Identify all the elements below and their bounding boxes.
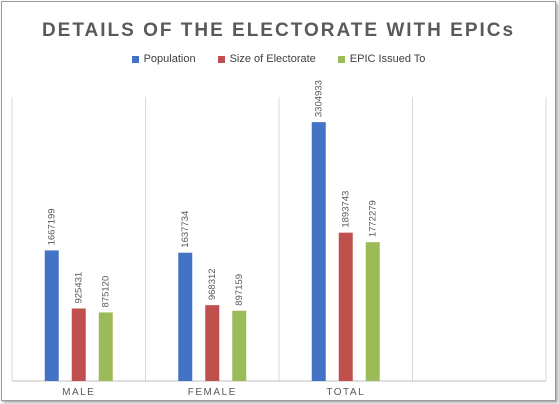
category-label-total: TOTAL xyxy=(326,387,365,398)
legend-item-population: Population xyxy=(131,53,196,65)
bar-epic-issued-to-male xyxy=(98,312,113,381)
data-label-population-male: 1667199 xyxy=(46,208,57,245)
legend-item-size-of-electorate: Size of Electorate xyxy=(217,53,316,65)
bar-population-female xyxy=(178,252,193,381)
legend: Population Size of Electorate EPIC Issue… xyxy=(2,53,555,65)
legend-swatch-size-of-electorate xyxy=(217,55,225,63)
bar-population-total xyxy=(311,122,326,381)
plot-area: 1667199 925431 875120 MALE 1637734 968312 8971… xyxy=(11,80,547,398)
data-label-population-female: 1637734 xyxy=(180,211,191,248)
data-label-size-of-electorate-total: 1893743 xyxy=(340,191,351,228)
bar-population-male xyxy=(44,250,59,381)
bar-size-of-electorate-male xyxy=(71,308,86,381)
legend-label-population: Population xyxy=(143,53,196,65)
category-label-male: MALE xyxy=(62,387,95,398)
chart-title: DETAILS OF THE ELECTORATE WITH EPICs xyxy=(41,20,516,41)
data-label-epic-issued-to-total: 1772279 xyxy=(367,200,378,237)
data-label-size-of-electorate-female: 968312 xyxy=(207,268,218,300)
legend-label-size-of-electorate: Size of Electorate xyxy=(229,53,316,65)
data-label-epic-issued-to-male: 875120 xyxy=(100,276,111,308)
legend-swatch-epic-issued-to xyxy=(337,55,345,63)
legend-label-epic-issued-to: EPIC Issued To xyxy=(349,53,426,65)
bar-epic-issued-to-total xyxy=(365,242,380,381)
data-label-population-total: 3304933 xyxy=(313,80,324,117)
bar-size-of-electorate-total xyxy=(338,232,353,381)
category-label-female: FEMALE xyxy=(188,387,237,398)
data-label-size-of-electorate-male: 925431 xyxy=(73,272,84,304)
bar-size-of-electorate-female xyxy=(205,305,220,381)
data-label-epic-issued-to-female: 897159 xyxy=(234,274,245,306)
bar-epic-issued-to-female xyxy=(232,310,247,381)
legend-item-epic-issued-to: EPIC Issued To xyxy=(337,53,426,65)
legend-swatch-population xyxy=(131,55,139,63)
